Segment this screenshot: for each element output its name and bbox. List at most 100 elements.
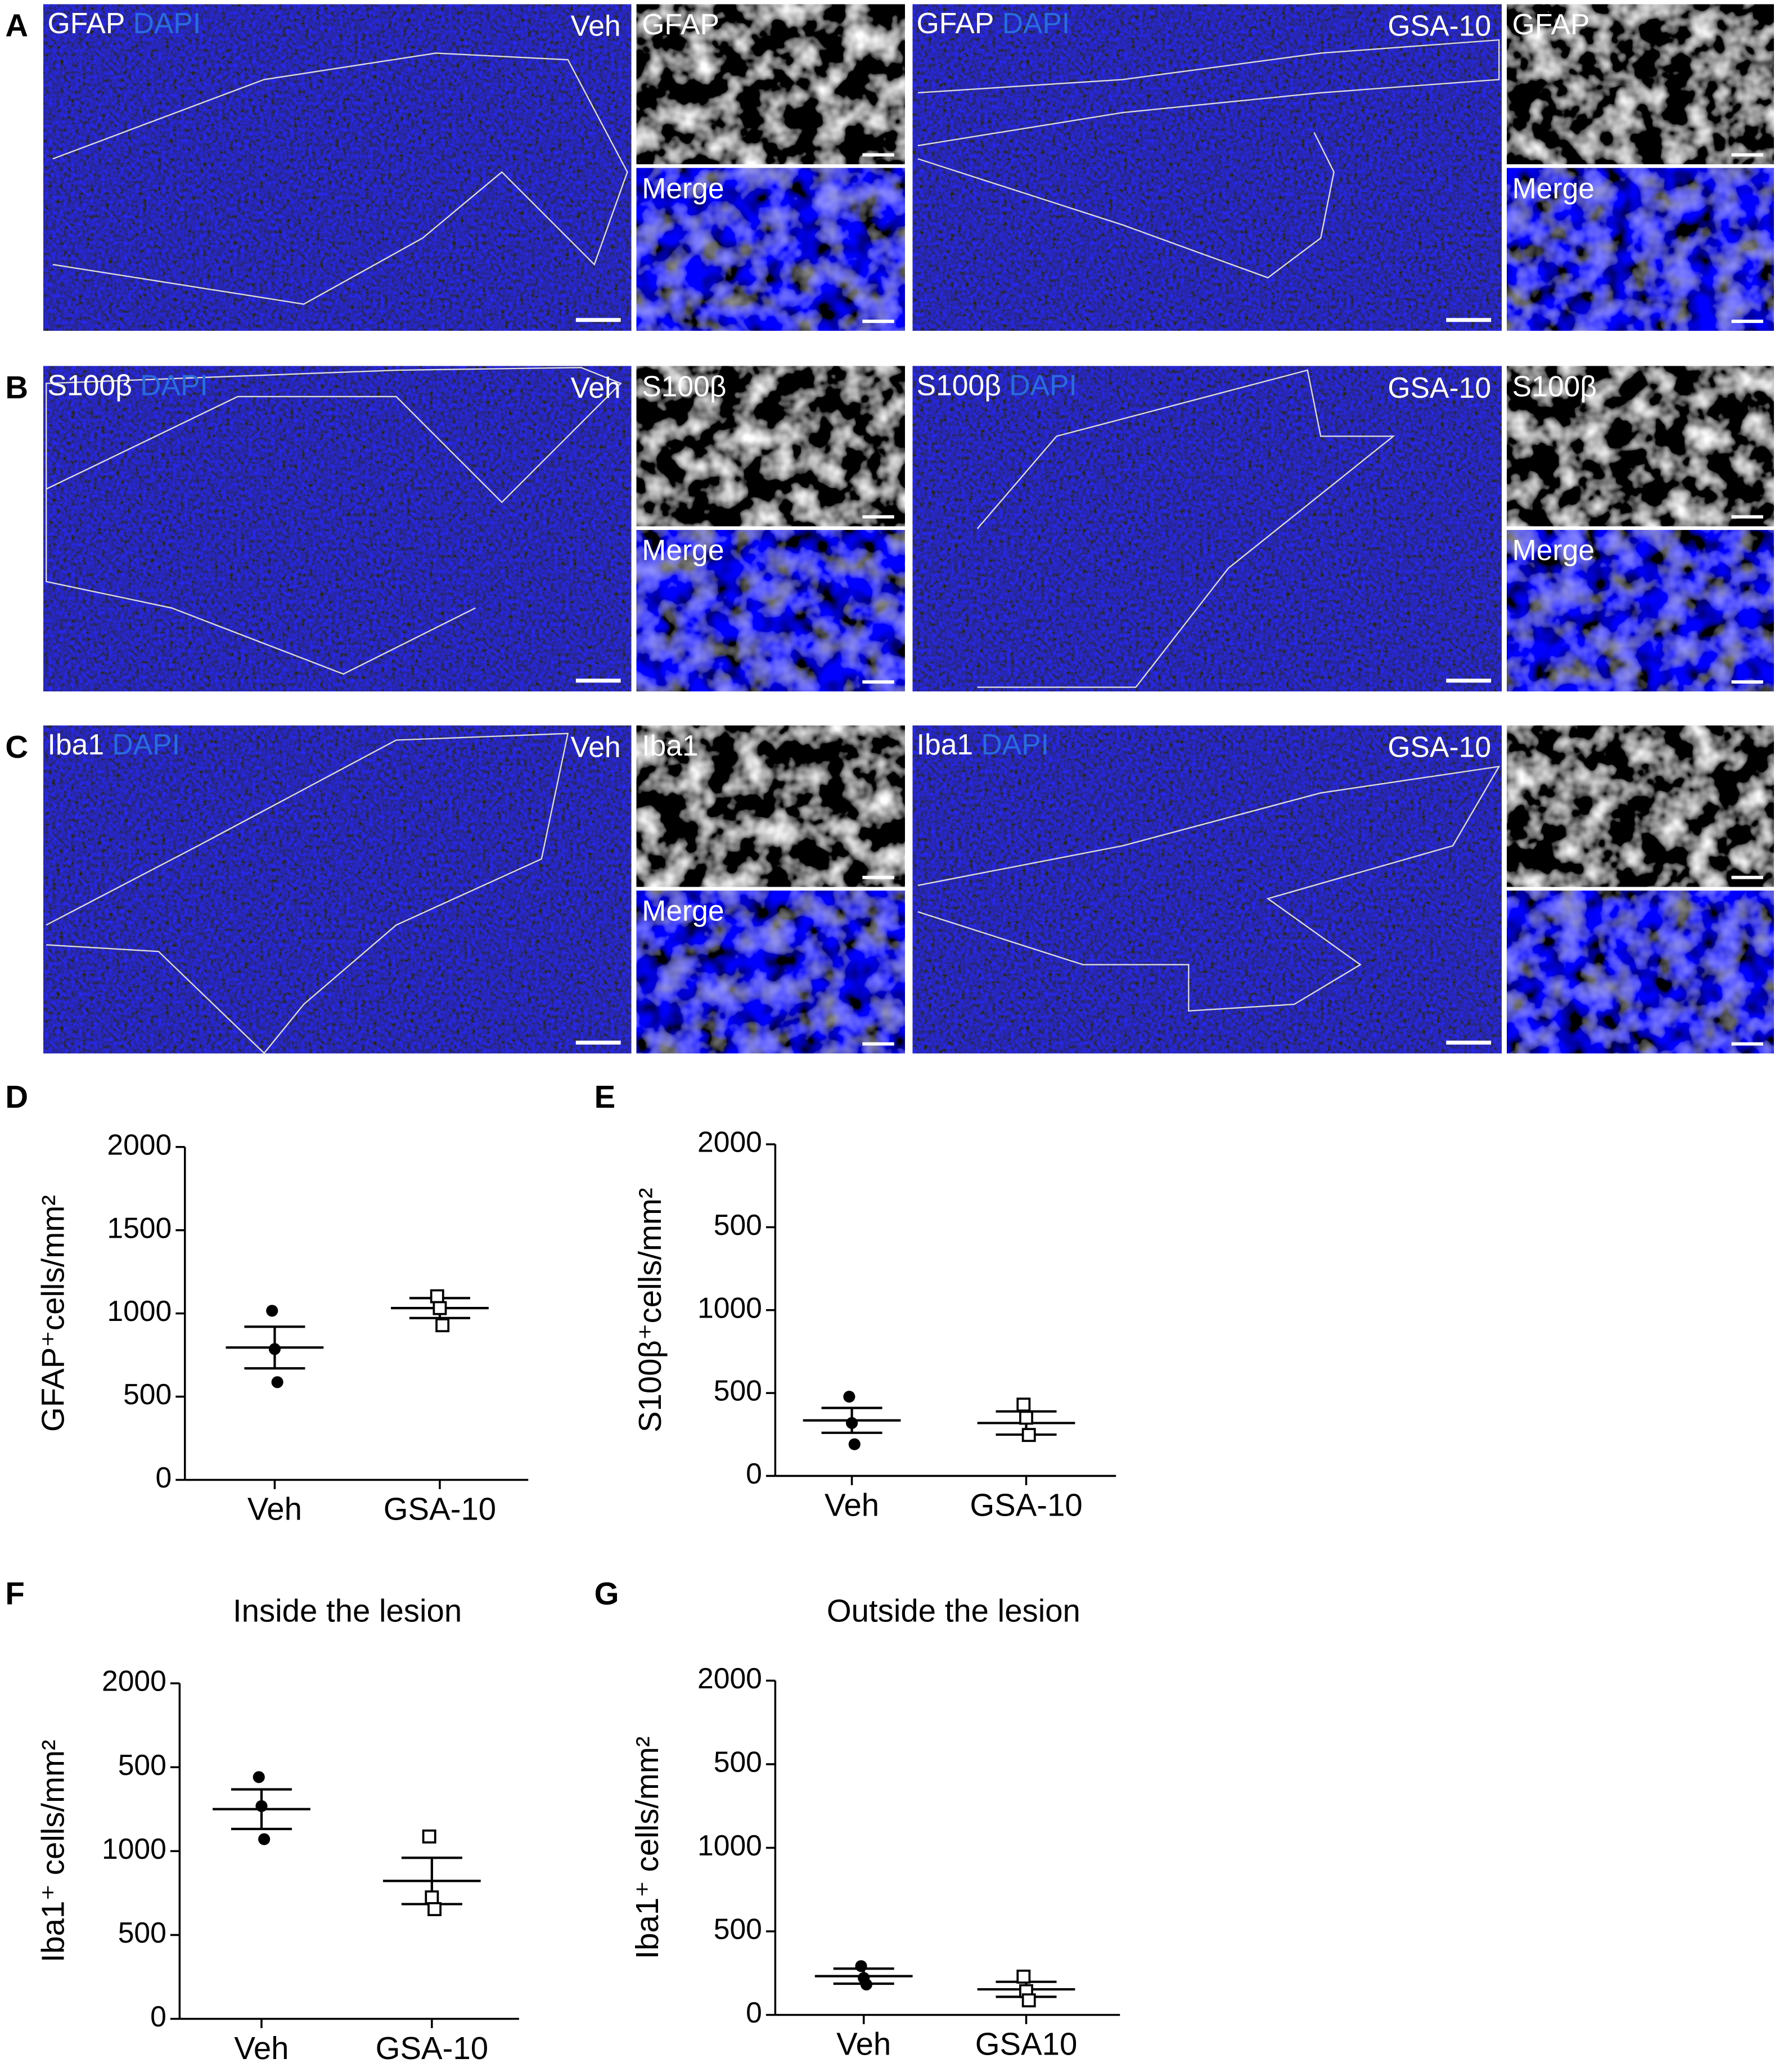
stain-label: S100β DAPI — [48, 368, 208, 401]
crop-label: Iba1 — [642, 729, 699, 762]
crop-texture — [636, 366, 905, 527]
crop-texture — [636, 4, 905, 164]
panel-letter: G — [594, 1576, 619, 1611]
data-point — [848, 1438, 861, 1450]
crop-overlay — [1507, 530, 1774, 691]
stain-name: S100β — [917, 368, 1001, 401]
stain-label: GFAP DAPI — [917, 7, 1070, 39]
counterstain-name: DAPI — [140, 368, 208, 401]
counterstain-name: DAPI — [981, 728, 1050, 761]
counterstain-name: DAPI — [133, 7, 201, 39]
crop-overlay — [1507, 168, 1774, 331]
data-point — [1016, 1397, 1031, 1412]
data-point — [1019, 1410, 1033, 1425]
y-tick-label: 500 — [123, 1378, 172, 1410]
lesion-outline — [46, 732, 569, 1054]
crop-label: Merge — [642, 895, 724, 927]
counterstain-name: DAPI — [1009, 368, 1077, 401]
y-tick-label: 2000 — [102, 1665, 166, 1697]
crop-label: GFAP — [642, 8, 719, 41]
group-label: Veh — [571, 731, 621, 763]
micrograph-texture — [43, 725, 632, 1054]
lesion-outline — [917, 39, 1500, 146]
y-tick-label: 0 — [746, 1996, 762, 2029]
data-point — [271, 1376, 283, 1388]
lesion-outline — [46, 367, 622, 675]
data-point — [253, 1771, 265, 1783]
crop-texture — [636, 725, 905, 887]
x-tick-label: Veh — [247, 1491, 302, 1527]
data-point — [1021, 1993, 1036, 2008]
y-tick-label: 1500 — [107, 1211, 172, 1244]
data-point — [843, 1391, 855, 1403]
data-point — [1021, 1428, 1036, 1442]
group-label: GSA-10 — [1388, 731, 1491, 763]
y-tick-label: 500 — [714, 1374, 762, 1407]
y-tick-label: 1000 — [697, 1291, 762, 1324]
y-tick-label: 0 — [156, 1461, 172, 1494]
crop-overlay — [636, 530, 905, 691]
crop-overlay — [636, 168, 905, 331]
stain-name: GFAP — [48, 7, 125, 39]
data-point — [422, 1829, 436, 1844]
y-tick-label: 0 — [746, 1457, 762, 1490]
micrograph-texture — [912, 725, 1502, 1054]
group-label: Veh — [571, 371, 621, 404]
crop-label: Merge — [1512, 534, 1595, 567]
data-point — [435, 1318, 450, 1333]
group-label: GSA-10 — [1388, 9, 1491, 42]
counterstain-name: DAPI — [112, 728, 180, 761]
lesion-outline — [917, 765, 1501, 1012]
panel-letter: F — [5, 1576, 24, 1611]
stain-name: GFAP — [917, 7, 994, 39]
stain-name: Iba1 — [48, 728, 105, 761]
data-point — [255, 1800, 268, 1812]
crop-texture — [1507, 366, 1774, 527]
y-tick-label: 2000 — [697, 1662, 762, 1695]
data-point — [430, 1289, 444, 1304]
data-point — [427, 1902, 442, 1916]
counterstain-name: DAPI — [1002, 7, 1070, 39]
data-point — [268, 1343, 281, 1355]
stain-label: S100β DAPI — [917, 368, 1077, 401]
data-point — [425, 1890, 439, 1905]
panel-letter: E — [594, 1079, 616, 1114]
data-point — [846, 1417, 858, 1430]
crop-overlay — [1507, 891, 1774, 1054]
group-label: Veh — [571, 9, 621, 42]
lesion-outline — [52, 52, 628, 305]
stain-label: Iba1 DAPI — [48, 728, 180, 761]
stain-name: S100β — [48, 368, 132, 401]
chart-title: Inside the lesion — [233, 1593, 462, 1629]
y-axis-label: GFAP⁺cells/mm² — [35, 1195, 71, 1432]
group-label: GSA-10 — [1388, 371, 1491, 404]
y-axis-label: S100β⁺cells/mm² — [632, 1188, 668, 1432]
y-tick-label: 1000 — [107, 1295, 172, 1327]
crop-label: Merge — [1512, 172, 1595, 204]
data-point — [258, 1833, 271, 1845]
panel-letter: C — [5, 729, 28, 765]
micrograph-texture — [912, 4, 1502, 331]
crop-texture — [1507, 725, 1774, 887]
stain-label: GFAP DAPI — [48, 7, 201, 39]
x-tick-label: Veh — [825, 1487, 879, 1523]
y-tick-label: 2000 — [697, 1126, 762, 1158]
crop-label: Merge — [642, 534, 724, 567]
y-axis-label: Iba1⁺ cells/mm² — [35, 1740, 71, 1962]
data-point — [855, 1960, 867, 1972]
lesion-outline — [917, 132, 1335, 278]
panel-letter: D — [5, 1079, 28, 1114]
x-tick-label: GSA-10 — [376, 2030, 488, 2066]
crop-label: Merge — [642, 172, 724, 204]
data-point — [1016, 1970, 1031, 1984]
y-tick-label: 0 — [150, 2000, 166, 2033]
crop-texture — [1507, 4, 1774, 164]
y-tick-label: 500 — [714, 1746, 762, 1778]
y-tick-label: 1000 — [697, 1829, 762, 1862]
x-tick-label: GSA-10 — [384, 1491, 496, 1527]
micrograph-texture — [43, 4, 632, 331]
crop-label: S100β — [642, 370, 726, 403]
y-tick-label: 500 — [714, 1208, 762, 1241]
